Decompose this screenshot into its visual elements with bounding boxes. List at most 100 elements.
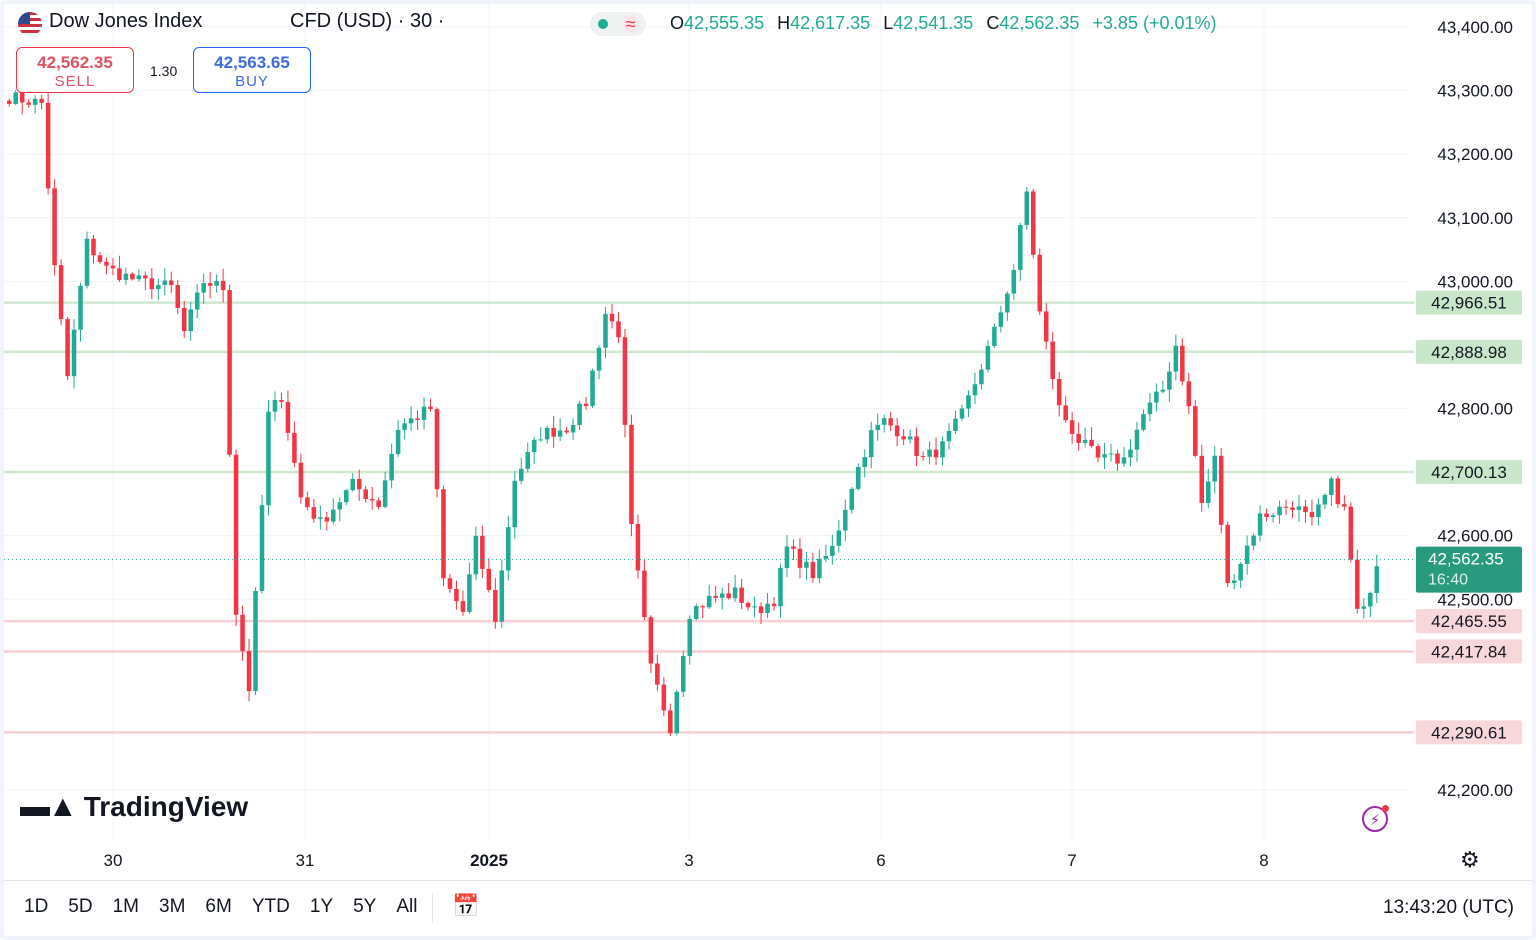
candle-body [843, 509, 848, 531]
candle-body [518, 468, 524, 481]
candle-body [1180, 345, 1185, 382]
candle-body [674, 691, 680, 734]
sell-button[interactable]: 42,562.35 SELL [16, 47, 134, 93]
symbol-name[interactable]: Dow Jones Index [49, 10, 203, 32]
high-label: H [777, 13, 791, 33]
candle-body [985, 345, 991, 370]
candle-body [188, 309, 193, 332]
x-tick-label: 2025 [470, 851, 508, 870]
market-status-icon[interactable]: ≈ [590, 12, 646, 36]
candle-body [240, 614, 245, 652]
candle-body [434, 409, 440, 490]
candle-body [337, 502, 343, 510]
range-button-ytd[interactable]: YTD [251, 896, 290, 917]
chart-grid [4, 0, 1410, 840]
candle-body [6, 100, 12, 104]
candle-body [836, 530, 842, 546]
candle-body [907, 436, 913, 440]
candle-body [1069, 420, 1075, 434]
range-button-3m[interactable]: 3M [159, 896, 186, 917]
candle-body [506, 527, 511, 571]
candle-body [752, 606, 757, 608]
candle-body [1199, 455, 1205, 504]
candle-body [603, 313, 608, 348]
range-button-1m[interactable]: 1M [112, 896, 139, 917]
candlestick-series [6, 84, 1380, 736]
candle-body [123, 273, 129, 280]
price-chart[interactable]: 43,400.00 43,300.00 43,200.00 43,100.00 43,0… [0, 0, 1536, 880]
candle-body [480, 535, 485, 569]
candle-body [71, 329, 77, 377]
candle-body [272, 400, 278, 412]
candle-body [52, 188, 57, 266]
candle-body [868, 430, 874, 458]
candle-body [1355, 559, 1360, 609]
range-button-1d[interactable]: 1D [24, 896, 49, 917]
candle-body [823, 555, 829, 559]
candle-body [771, 603, 777, 607]
candle-body [1283, 506, 1289, 508]
candle-body [84, 238, 90, 286]
ohlc-readout: O42,555.35 H42,617.35 L42,541.35 C42,562… [670, 13, 1217, 34]
candle-body [415, 418, 420, 420]
close-label: C [986, 13, 1000, 33]
candle-body [979, 369, 984, 385]
candle-body [1089, 439, 1094, 447]
x-tick-label: 30 [104, 851, 123, 870]
candle-body [1264, 513, 1269, 517]
sell-price: 42,562.35 [37, 53, 113, 72]
candle-body [318, 517, 323, 519]
candle-body [687, 618, 693, 657]
candle-body [363, 489, 368, 500]
candle-body [719, 593, 725, 598]
range-button-5y[interactable]: 5Y [353, 896, 377, 917]
range-button-1y[interactable]: 1Y [309, 896, 334, 917]
range-button-all[interactable]: All [396, 896, 418, 917]
candle-body [395, 429, 401, 455]
candle-body [1303, 506, 1308, 513]
candle-body [538, 439, 543, 441]
utc-clock[interactable]: 13:43:20 (UTC) [1383, 897, 1514, 918]
candle-body [1309, 512, 1315, 518]
candle-body [78, 285, 83, 330]
candle-body [32, 98, 38, 105]
tradingview-logo[interactable]: ▬▲ TradingView [20, 790, 248, 824]
candle-body [784, 546, 790, 569]
range-button-5d[interactable]: 5D [68, 896, 93, 917]
candle-body [642, 570, 647, 618]
instrument-info: CFD (USD) · 30 · [290, 10, 445, 32]
candle-body [246, 651, 252, 692]
tradingview-logo-icon: ▬▲ [20, 790, 78, 823]
buy-button[interactable]: 42,563.65 BUY [193, 47, 311, 93]
candle-body [1231, 580, 1237, 584]
candle-body [460, 601, 466, 612]
candle-body [1374, 566, 1380, 594]
candle-body [804, 561, 809, 568]
range-button-6m[interactable]: 6M [205, 896, 232, 917]
candle-body [1218, 455, 1224, 525]
wave-icon: ≈ [622, 15, 639, 33]
candle-body [551, 427, 556, 437]
candle-body [149, 278, 155, 290]
candle-body [279, 400, 284, 402]
candle-body [259, 505, 265, 592]
candle-body [1076, 433, 1081, 443]
settings-gear-icon[interactable]: ⚙ [1460, 847, 1480, 872]
candle-body [700, 606, 705, 608]
candle-body [285, 401, 291, 433]
candle-body [830, 545, 835, 556]
candle-body [622, 337, 628, 425]
candle-body [1115, 453, 1120, 464]
candle-body [1238, 563, 1243, 581]
y-tick-label: 42,200.00 [1437, 781, 1513, 800]
flash-icon[interactable]: ⚡ [1362, 805, 1389, 832]
candle-body [616, 321, 621, 338]
calendar-icon[interactable]: 📅 [452, 893, 480, 918]
candle-body [97, 255, 103, 262]
y-tick-label: 42,500.00 [1437, 590, 1513, 609]
candle-body [745, 602, 751, 608]
candle-body [1102, 454, 1107, 458]
candle-body [583, 403, 589, 407]
level-price-tags: 42,966.51 42,888.98 42,700.13 42,465.55 42,4… [1416, 290, 1522, 745]
candle-body [953, 418, 958, 431]
